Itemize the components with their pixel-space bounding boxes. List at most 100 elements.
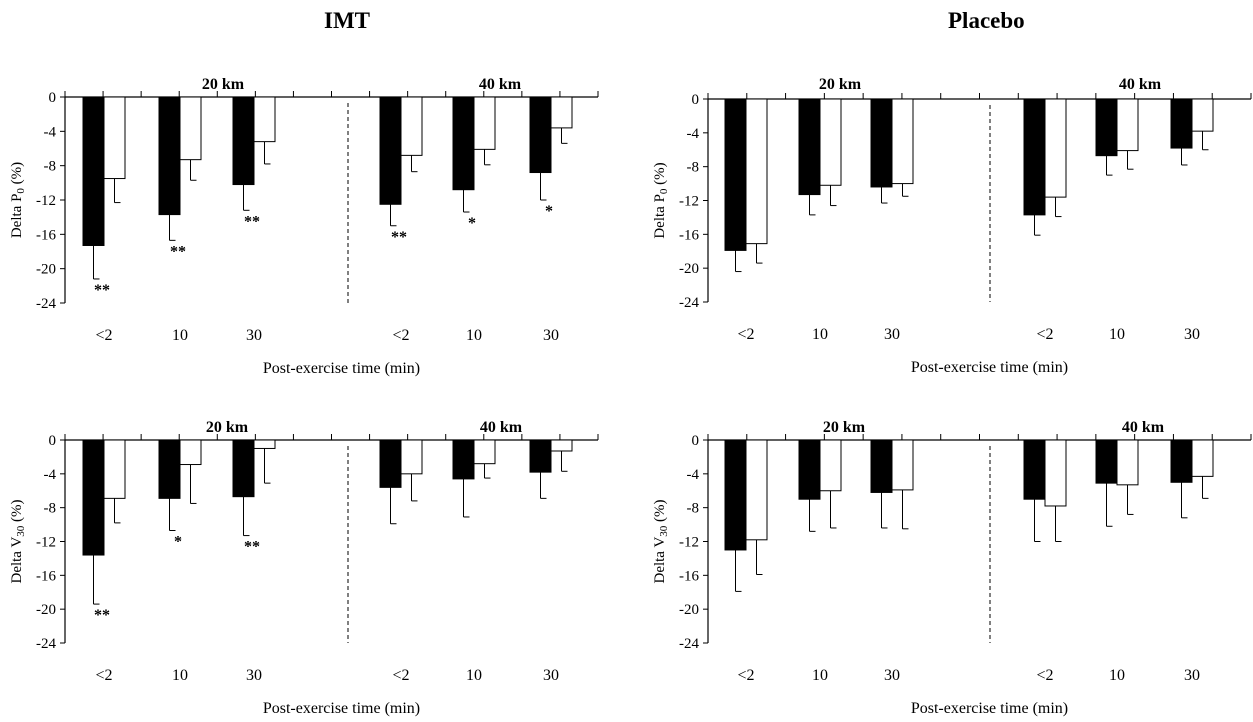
bar-black bbox=[379, 96, 402, 205]
significance-mark: ** bbox=[391, 229, 407, 246]
group-label: 40 km bbox=[1122, 419, 1165, 436]
group-label: 40 km bbox=[1119, 76, 1162, 93]
x-tick-label: 10 bbox=[812, 667, 828, 684]
y-tick-label: -12 bbox=[679, 194, 699, 210]
bar-white bbox=[179, 439, 202, 466]
y-tick-label: -16 bbox=[679, 568, 699, 584]
x-tick-label: <2 bbox=[737, 326, 754, 343]
bar-black bbox=[870, 98, 893, 188]
y-tick-label: -20 bbox=[679, 602, 699, 618]
significance-mark: ** bbox=[94, 282, 110, 299]
y-axis-label: Delta P0 (%) bbox=[9, 162, 27, 238]
bar-white bbox=[253, 439, 276, 449]
chart-panel-2: 0 -4 -8 -12 -16 -20 -24 Delta P0 (%) 20 km <2 10 30… bbox=[652, 76, 1252, 376]
x-tick-label: <2 bbox=[1036, 667, 1053, 684]
y-axis-label: Delta V30 (%) bbox=[652, 499, 670, 583]
x-tick-label: <2 bbox=[1036, 326, 1053, 343]
bar-black bbox=[724, 439, 747, 551]
bar-black bbox=[870, 439, 893, 493]
y-tick-label: -12 bbox=[679, 535, 699, 551]
y-tick-label: -24 bbox=[679, 636, 699, 652]
y-tick-label: 0 bbox=[49, 433, 57, 449]
bar-black bbox=[798, 98, 821, 196]
x-tick-label: 30 bbox=[543, 327, 559, 344]
y-axis-label: Delta V30 (%) bbox=[9, 499, 27, 583]
y-tick-label: -16 bbox=[36, 568, 56, 584]
bar-black bbox=[452, 439, 475, 480]
bar-black bbox=[1095, 98, 1118, 157]
x-tick-label: <2 bbox=[392, 327, 409, 344]
bar-white bbox=[819, 439, 842, 492]
bar-black bbox=[232, 96, 255, 186]
bar-white bbox=[400, 96, 423, 156]
chart-panel-3: 0 -4 -8 -12 -16 -20 -24 Delta V30 (%) 20 km ** <2 *… bbox=[9, 419, 599, 717]
group-label: 40 km bbox=[479, 76, 522, 93]
x-tick-label: 10 bbox=[1109, 326, 1125, 343]
y-tick-label: -12 bbox=[36, 193, 56, 209]
significance-mark: ** bbox=[170, 243, 186, 260]
bar-white bbox=[1191, 98, 1214, 132]
imt-column-title: IMT bbox=[324, 8, 370, 33]
y-tick-label: -24 bbox=[36, 296, 56, 312]
x-tick-label: 10 bbox=[812, 326, 828, 343]
x-tick-label: 30 bbox=[543, 667, 559, 684]
x-tick-label: 10 bbox=[466, 667, 482, 684]
bar-white bbox=[550, 96, 573, 129]
x-tick-label: 30 bbox=[246, 327, 262, 344]
y-tick-label: -20 bbox=[36, 602, 56, 618]
bar-white bbox=[473, 96, 496, 150]
x-tick-label: 10 bbox=[466, 327, 482, 344]
x-tick-label: 30 bbox=[246, 667, 262, 684]
group-label: 20 km bbox=[819, 76, 862, 93]
x-tick-label: 10 bbox=[172, 327, 188, 344]
group-label: 20 km bbox=[823, 419, 866, 436]
bar-black bbox=[1170, 439, 1193, 483]
y-tick-label: -4 bbox=[687, 467, 700, 483]
bar-white bbox=[400, 439, 423, 475]
bar-white bbox=[103, 96, 126, 180]
bar-black bbox=[1023, 439, 1046, 500]
bar-black bbox=[82, 96, 105, 246]
significance-mark: ** bbox=[94, 607, 110, 624]
significance-mark: * bbox=[174, 534, 182, 551]
bar-white bbox=[550, 439, 573, 452]
y-tick-label: -24 bbox=[679, 295, 699, 311]
x-tick-label: 30 bbox=[884, 326, 900, 343]
x-tick-label: 30 bbox=[884, 667, 900, 684]
bar-black bbox=[82, 439, 105, 556]
bar-white bbox=[103, 439, 126, 499]
bar-black bbox=[232, 439, 255, 498]
chart-panel-4: 0 -4 -8 -12 -16 -20 -24 Delta V30 (%) 20 km <2 10 3… bbox=[652, 419, 1252, 717]
bar-black bbox=[158, 439, 181, 499]
x-axis-label: Post-exercise time (min) bbox=[263, 360, 420, 377]
bar-black bbox=[452, 96, 475, 191]
y-tick-label: -4 bbox=[44, 124, 57, 140]
significance-mark: * bbox=[468, 215, 476, 232]
x-axis-label: Post-exercise time (min) bbox=[911, 359, 1068, 376]
y-tick-label: 0 bbox=[49, 90, 57, 106]
y-tick-label: 0 bbox=[692, 433, 700, 449]
x-axis-label: Post-exercise time (min) bbox=[263, 700, 420, 717]
bar-black bbox=[1170, 98, 1193, 149]
x-tick-label: <2 bbox=[392, 667, 409, 684]
y-tick-label: -20 bbox=[679, 261, 699, 277]
x-tick-label: 10 bbox=[172, 667, 188, 684]
bar-white bbox=[819, 98, 842, 186]
bar-black bbox=[379, 439, 402, 488]
bar-white bbox=[473, 439, 496, 465]
bar-white bbox=[1116, 98, 1139, 152]
y-tick-label: 0 bbox=[692, 92, 700, 108]
bar-black bbox=[798, 439, 821, 500]
bar-black bbox=[158, 96, 181, 216]
x-axis-label: Post-exercise time (min) bbox=[911, 700, 1068, 717]
bar-black bbox=[1023, 98, 1046, 216]
significance-mark: * bbox=[545, 203, 553, 220]
bar-white bbox=[1044, 439, 1067, 507]
bar-black bbox=[529, 439, 552, 473]
y-tick-label: -12 bbox=[36, 535, 56, 551]
y-tick-label: -16 bbox=[36, 227, 56, 243]
bar-white bbox=[1191, 439, 1214, 477]
group-label: 20 km bbox=[206, 419, 249, 436]
group-label: 20 km bbox=[202, 76, 245, 93]
